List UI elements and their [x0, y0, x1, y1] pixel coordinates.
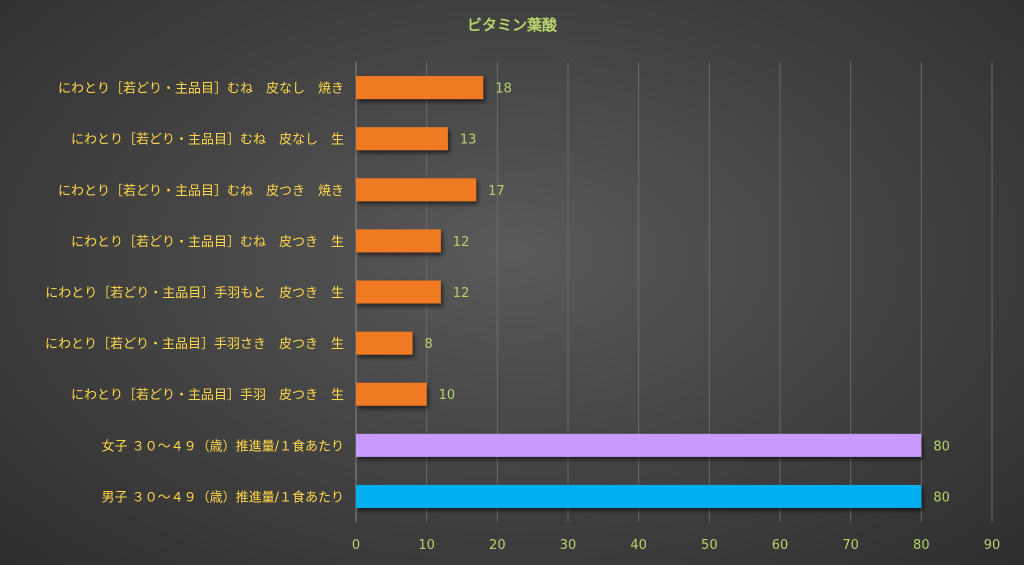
x-tick-label: 10 [418, 538, 435, 553]
bar [356, 280, 441, 304]
bar [356, 229, 441, 253]
data-label: 8 [425, 337, 433, 352]
category-label: にわとり［若どり・主品目］むね 皮なし 焼き [58, 81, 344, 97]
x-tick-label: 30 [560, 538, 577, 553]
category-label: にわとり［若どり・主品目］手羽さき 皮つき 生 [45, 336, 344, 352]
x-tick-label: 0 [352, 538, 360, 553]
category-label: にわとり［若どり・主品目］むね 皮なし 生 [71, 132, 344, 148]
data-label: 80 [933, 490, 950, 505]
data-label: 18 [495, 82, 512, 97]
x-tick-label: 40 [630, 538, 647, 553]
data-label: 12 [453, 286, 470, 301]
data-label: 13 [460, 133, 477, 148]
category-label: 男子 ３０～４９（歳）推進量/１食あたり [101, 489, 344, 505]
x-tick-label: 50 [701, 538, 718, 553]
x-tick-label: 90 [984, 538, 1001, 553]
bar [356, 76, 484, 100]
x-tick-label: 20 [489, 538, 506, 553]
bar [356, 178, 477, 202]
data-label: 17 [488, 184, 505, 199]
chart-title: ビタミン葉酸 [466, 16, 557, 34]
x-tick-label: 70 [842, 538, 859, 553]
category-label: にわとり［若どり・主品目］手羽 皮つき 生 [71, 387, 344, 403]
data-label: 10 [439, 388, 456, 403]
x-tick-label: 60 [772, 538, 789, 553]
category-label: にわとり［若どり・主品目］むね 皮つき 焼き [58, 183, 344, 199]
bar [356, 331, 413, 355]
x-tick-label: 80 [913, 538, 930, 553]
data-label: 80 [933, 439, 950, 454]
bar [356, 433, 922, 457]
bar [356, 127, 448, 151]
data-label: 12 [453, 235, 470, 250]
bar [356, 382, 427, 406]
category-label: にわとり［若どり・主品目］むね 皮つき 生 [71, 234, 344, 250]
category-label: 女子 ３０～４９（歳）推進量/１食あたり [101, 438, 344, 454]
bar [356, 484, 922, 508]
category-label: にわとり［若どり・主品目］手羽もと 皮つき 生 [45, 285, 344, 301]
